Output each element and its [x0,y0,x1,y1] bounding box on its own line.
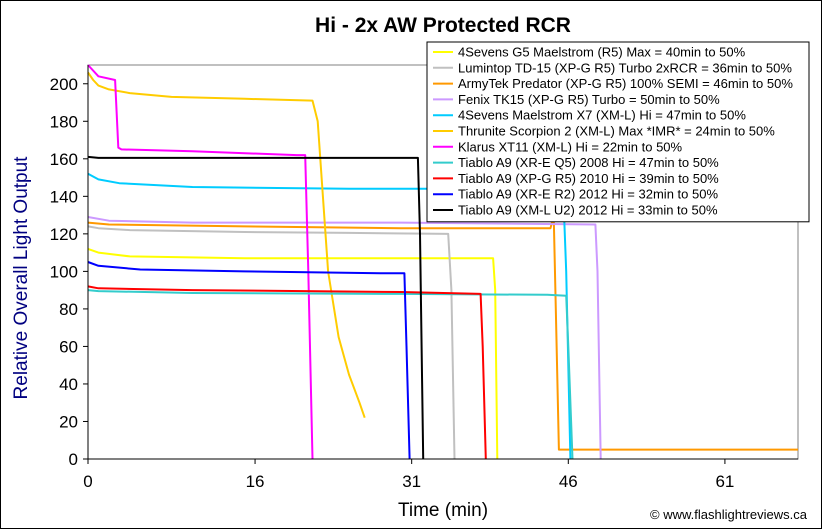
y-tick-label: 0 [69,450,78,469]
legend-entry: 4Sevens G5 Maelstrom (R5) Max = 40min to… [458,45,746,60]
legend-box [426,41,810,223]
series-line-fenix-tk15-xp-g-r5-turbo-50min-to-50 [87,216,602,460]
series-line-klarus-xt11-xm-l-hi-22min-to-50 [87,64,314,460]
y-tick-label: 200 [50,75,78,94]
series-line-4sevens-g5-maelstrom-r5-max-40min-to-50 [87,247,499,460]
y-tick-label: 140 [50,187,78,206]
credit-text: © www.flashlightreviews.ca [650,507,808,522]
chart-title: Hi - 2x AW Protected RCR [315,14,571,37]
y-tick-label: 60 [59,337,78,356]
legend-entry: Fenix TK15 (XP-G R5) Turbo = 50min to 50… [458,92,720,107]
y-tick-label: 100 [50,262,78,281]
series-line-tiablo-a9-xp-g-r5-2010-hi-39min-to-50 [87,285,487,460]
legend-entry: Thrunite Scorpion 2 (XM-L) Max *IMR* = 2… [458,124,775,139]
legend-entry: Lumintop TD-15 (XP-G R5) Turbo 2xRCR = 3… [458,60,792,75]
y-tick-label: 180 [50,112,78,131]
x-tick-label: 46 [559,472,578,491]
y-tick-label: 80 [59,300,78,319]
x-axis-label: Time (min) [398,500,488,521]
y-axis: 0 20 40 60 80 100 120 140 160 180 200 [50,65,89,469]
legend-entry: 4Sevens Maelstrom X7 (XM-L) Hi = 47min t… [458,108,746,123]
legend: 4Sevens G5 Maelstrom (R5) Max = 40min to… [426,41,810,223]
y-tick-label: 160 [50,150,78,169]
x-tick-label: 31 [402,472,421,491]
series-line-tiablo-a9-xm-l-u2-2012-hi-33min-to-50 [87,155,425,460]
x-tick-label: 0 [83,472,92,491]
y-axis-label: Relative Overall Light Output [11,156,32,400]
series-line-armytek-predator-xp-g-r5-100-semi-46min- [87,214,798,451]
x-tick-label: 16 [246,472,265,491]
legend-entry: Tiablo A9 (XR-E Q5) 2008 Hi = 47min to 5… [458,155,719,170]
y-tick-label: 120 [50,225,78,244]
legend-entry: Tiablo A9 (XP-G R5) 2010 Hi = 39min to 5… [458,171,719,186]
y-tick-label: 20 [59,412,78,431]
legend-entry: Tiablo A9 (XM-L U2) 2012 Hi = 33min to 5… [458,203,718,218]
series-line-tiablo-a9-xr-e-r2-2012-hi-32min-to-50 [87,261,411,460]
x-tick-label: 61 [715,472,734,491]
legend-entry: Klarus XT11 (XM-L) Hi = 22min to 50% [458,139,683,154]
x-axis: 0 16 31 46 61 [83,458,798,491]
series-line-lumintop-td-15-xp-g-r5-turbo-2xrcr-36min [87,225,456,460]
series-group [87,64,798,460]
legend-entry: Tiablo A9 (XR-E R2) 2012 Hi = 32min to 5… [458,187,718,202]
legend-entry: ArmyTek Predator (XP-G R5) 100% SEMI = 4… [458,76,793,91]
y-tick-label: 40 [59,375,78,394]
series-line-thrunite-scorpion-2-xm-l-max-imr-24min-t [87,71,366,419]
